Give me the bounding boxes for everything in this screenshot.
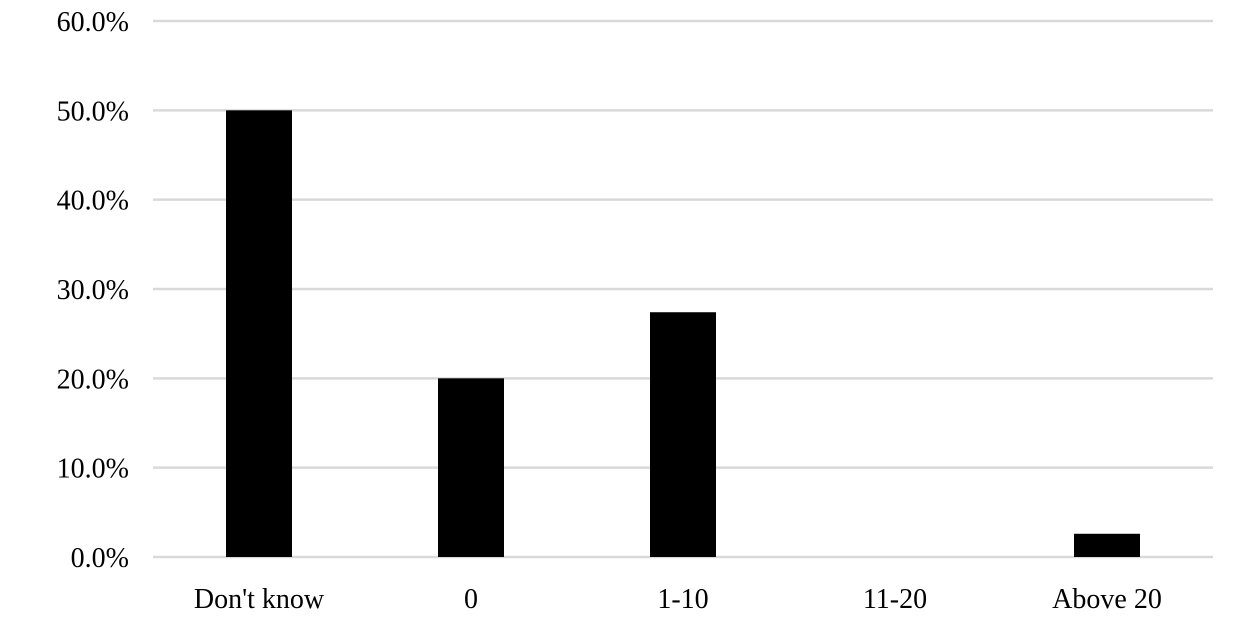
bar xyxy=(226,110,292,557)
x-tick-label: 11-20 xyxy=(863,584,927,615)
bar xyxy=(1074,533,1140,557)
y-tick-label: 60.0% xyxy=(57,7,129,38)
y-tick-label: 40.0% xyxy=(57,186,129,217)
x-tick-label: Above 20 xyxy=(1052,584,1162,615)
y-tick-label: 0.0% xyxy=(71,543,129,574)
y-tick-label: 30.0% xyxy=(57,275,129,306)
x-tick-label: 0 xyxy=(464,584,478,615)
y-axis-tick-labels: 0.0% 10.0% 20.0% 30.0% 40.0% 50.0% 60.0% xyxy=(57,7,129,574)
y-tick-label: 10.0% xyxy=(57,454,129,485)
x-axis-tick-labels: Don't know 0 1-10 11-20 Above 20 xyxy=(194,584,1162,615)
y-tick-label: 50.0% xyxy=(57,96,129,127)
x-tick-label: 1-10 xyxy=(657,584,708,615)
x-tick-label: Don't know xyxy=(194,584,325,615)
bars xyxy=(226,110,1140,557)
bar xyxy=(438,378,504,557)
y-tick-label: 20.0% xyxy=(57,364,129,395)
bar xyxy=(650,312,716,557)
